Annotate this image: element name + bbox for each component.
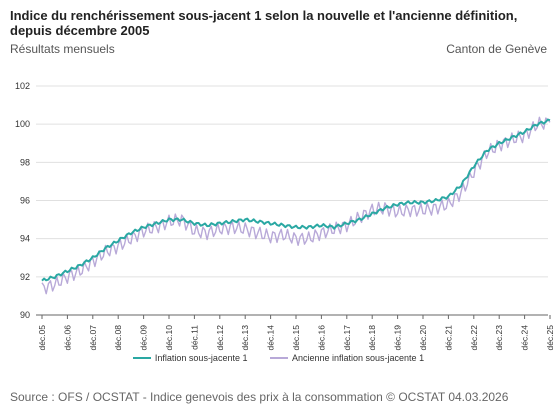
- x-tick-label: déc.11: [189, 325, 199, 350]
- y-tick-label: 90: [20, 310, 30, 320]
- x-tick-label: déc.22: [469, 325, 479, 351]
- y-tick-label: 98: [20, 157, 30, 167]
- x-tick-label: déc.10: [164, 325, 174, 351]
- x-tick-label: déc.24: [520, 325, 530, 351]
- x-tick-label: déc.12: [215, 325, 225, 351]
- legend-swatch-new: [132, 357, 151, 359]
- source-note: Source : OFS / OCSTAT - Indice genevois …: [10, 390, 509, 404]
- legend-item-new[interactable]: Inflation sous-jacente 1: [132, 353, 248, 363]
- x-tick-label: déc.13: [240, 325, 250, 351]
- x-tick-label: déc.05: [37, 325, 47, 351]
- x-tick-label: déc.08: [113, 325, 123, 351]
- chart-subtitle: Résultats mensuels: [10, 42, 115, 56]
- x-tick-label: déc.06: [62, 325, 72, 351]
- legend-label-old: Ancienne inflation sous-jacente 1: [291, 353, 425, 363]
- x-tick-label: déc.07: [88, 325, 98, 351]
- legend-label-new: Inflation sous-jacente 1: [154, 353, 248, 363]
- legend-swatch-old: [269, 357, 288, 359]
- y-tick-label: 94: [20, 234, 30, 244]
- legend-item-old[interactable]: Ancienne inflation sous-jacente 1: [269, 353, 425, 363]
- series-line-old: [41, 116, 551, 295]
- chart-legend: Inflation sous-jacente 1 Ancienne inflat…: [0, 351, 557, 363]
- x-tick-label: déc.14: [266, 325, 276, 351]
- x-tick-label: déc.20: [418, 325, 428, 351]
- x-tick-label: déc.16: [316, 325, 326, 351]
- chart-title: Indice du renchérissement sous-jacent 1 …: [10, 8, 518, 38]
- x-tick-label: déc.17: [342, 325, 352, 351]
- series-line-new: [41, 118, 551, 282]
- region-label: Canton de Genève: [446, 42, 547, 56]
- y-tick-label: 100: [15, 119, 30, 129]
- x-tick-label: déc.21: [443, 325, 453, 351]
- y-tick-label: 102: [15, 81, 30, 91]
- x-tick-label: déc.09: [139, 325, 149, 351]
- x-tick-label: déc.19: [393, 325, 403, 351]
- x-tick-label: déc.23: [494, 325, 504, 351]
- x-tick-label: déc.15: [291, 325, 301, 351]
- x-tick-label: déc.18: [367, 325, 377, 351]
- y-tick-label: 96: [20, 196, 30, 206]
- x-tick-label: déc.25: [545, 325, 555, 351]
- y-tick-label: 92: [20, 272, 30, 282]
